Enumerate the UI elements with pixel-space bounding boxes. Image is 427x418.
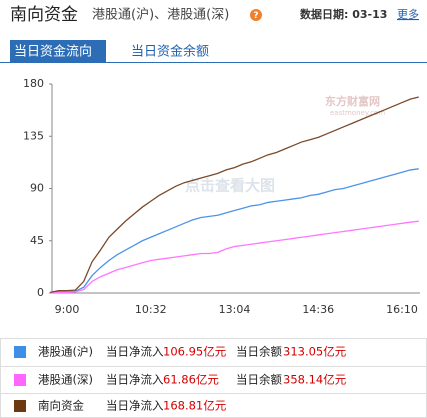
tab[interactable]: 当日资金余额 xyxy=(131,44,209,60)
help-icon[interactable] xyxy=(250,9,262,21)
y-tick-label: 90 xyxy=(30,182,44,195)
inflow-label: 当日净流入 xyxy=(106,373,164,387)
x-tick-label: 14:36 xyxy=(302,303,334,316)
legend-name: 港股通(沪) xyxy=(38,345,93,359)
balance-value: 358.14亿元 xyxy=(283,373,347,387)
y-tick-label: 0 xyxy=(37,286,44,299)
y-tick-label: 45 xyxy=(30,234,44,247)
series-line xyxy=(50,168,419,294)
date-label: 数据日期: 03-13 xyxy=(300,7,387,21)
inflow-label: 当日净流入 xyxy=(106,399,164,413)
y-tick-label: 180 xyxy=(23,77,44,90)
inflow-value: 106.95亿元 xyxy=(163,345,227,359)
help-text[interactable]: ? xyxy=(253,11,258,21)
overlay-text[interactable]: 点击查看大图 xyxy=(185,177,275,195)
series-line xyxy=(50,96,419,294)
watermark: 东方财富网 xyxy=(325,94,380,108)
legend-swatch xyxy=(14,374,26,386)
balance-label: 当日余额 xyxy=(236,373,282,387)
legend-name: 南向资金 xyxy=(38,399,84,413)
active-tab[interactable] xyxy=(10,40,106,62)
inflow-label: 当日净流入 xyxy=(106,345,164,359)
watermark-sub: eastmoney.com xyxy=(330,109,385,117)
legend-swatch xyxy=(14,346,26,358)
x-tick-label: 9:00 xyxy=(55,303,80,316)
inflow-value: 61.86亿元 xyxy=(163,373,219,387)
legend-name: 港股通(深) xyxy=(38,373,93,387)
title: 南向资金 xyxy=(10,5,78,25)
balance-label: 当日余额 xyxy=(236,345,282,359)
x-tick-label: 16:10 xyxy=(386,303,418,316)
tab[interactable]: 当日资金流向 xyxy=(14,44,92,60)
more-link[interactable]: 更多 xyxy=(397,7,419,21)
inflow-value: 168.81亿元 xyxy=(163,399,227,413)
y-tick-label: 135 xyxy=(23,129,44,142)
legend-swatch xyxy=(14,400,26,412)
x-tick-label: 10:32 xyxy=(135,303,167,316)
x-tick-label: 13:04 xyxy=(219,303,251,316)
subtitle: 港股通(沪)、港股通(深) xyxy=(92,7,229,23)
balance-value: 313.05亿元 xyxy=(283,345,347,359)
series-line xyxy=(50,220,419,294)
